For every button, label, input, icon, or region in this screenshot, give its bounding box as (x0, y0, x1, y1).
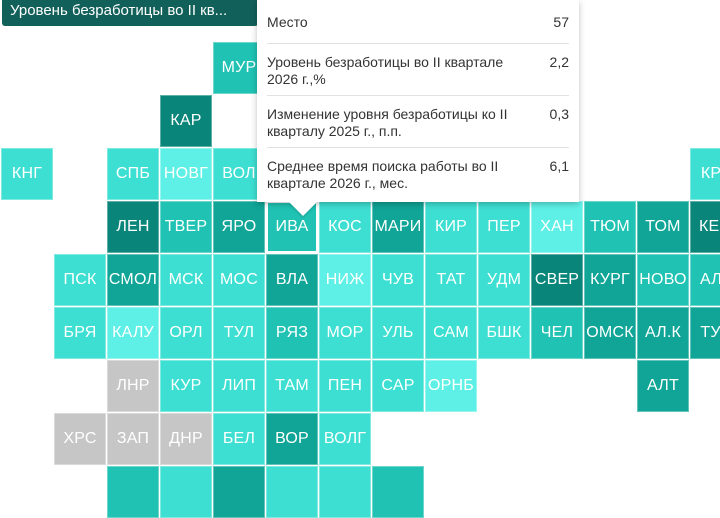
region-tile[interactable]: ЛЕН (107, 201, 159, 253)
region-tile[interactable]: КЕМ (690, 201, 720, 253)
region-tile[interactable]: БРЯ (54, 307, 106, 359)
region-tile[interactable] (266, 466, 318, 518)
region-tile[interactable]: СПБ (107, 148, 159, 200)
region-tile[interactable] (213, 466, 265, 518)
region-tile[interactable]: ОМСК (584, 307, 636, 359)
region-tile[interactable]: ЧЕЛ (531, 307, 583, 359)
region-tile[interactable]: КИР (425, 201, 477, 253)
region-tile[interactable]: ХАН (531, 201, 583, 253)
region-tile[interactable]: РЯЗ (266, 307, 318, 359)
region-tile[interactable] (372, 466, 424, 518)
region-tile[interactable]: КУР (160, 360, 212, 412)
tooltip-value: 0,3 (549, 106, 569, 122)
region-tile[interactable]: ВЛА (266, 254, 318, 306)
tooltip-value: 6,1 (549, 158, 569, 174)
region-tile[interactable]: ТОМ (637, 201, 689, 253)
tooltip-label: Среднее время поиска работы во II кварта… (267, 158, 499, 191)
region-tile[interactable]: КУРГ (584, 254, 636, 306)
region-tile[interactable]: НОВГ (160, 148, 212, 200)
tooltip-row-unemployment: Уровень безработицы во II квартале 2026 … (267, 44, 569, 96)
region-tile[interactable]: ДНР (160, 413, 212, 465)
region-tile[interactable]: КРА (690, 148, 720, 200)
tooltip-row-search-time: Среднее время поиска работы во II кварта… (267, 148, 569, 200)
region-tile[interactable]: АЛТ (690, 254, 720, 306)
region-tile[interactable]: БЕЛ (213, 413, 265, 465)
tooltip-row-rank: Место 57 (267, 0, 569, 44)
region-tile[interactable]: МОР (319, 307, 371, 359)
region-tile[interactable]: МСК (160, 254, 212, 306)
region-tile[interactable]: НИЖ (319, 254, 371, 306)
region-tile[interactable]: САР (372, 360, 424, 412)
tile-map: МУРКАРКНГСПБНОВГВОЛКРАЛЕНТВЕРЯРОИВАКОСМА… (1, 42, 720, 518)
region-tile[interactable]: КОС (319, 201, 371, 253)
map-title: Уровень безработицы во II кв... (2, 0, 258, 26)
region-tile[interactable]: ЛНР (107, 360, 159, 412)
region-tile[interactable]: МОС (213, 254, 265, 306)
region-tile[interactable]: ЯРО (213, 201, 265, 253)
region-tile[interactable]: КНГ (1, 148, 53, 200)
tooltip-value: 2,2 (549, 54, 569, 70)
region-tile[interactable]: ПЕР (478, 201, 530, 253)
region-tile[interactable]: УДМ (478, 254, 530, 306)
region-tile[interactable]: ПСК (54, 254, 106, 306)
region-tile[interactable]: ТВЕР (160, 201, 212, 253)
region-tooltip: Место 57 Уровень безработицы во II кварт… (257, 0, 579, 202)
region-tile[interactable]: ОРНБ (425, 360, 477, 412)
tooltip-label: Изменение уровня безработицы ко II кварт… (267, 106, 508, 139)
tooltip-row-change: Изменение уровня безработицы ко II кварт… (267, 96, 569, 148)
region-tile[interactable] (319, 466, 371, 518)
region-tile[interactable]: ТУВ (690, 307, 720, 359)
region-tile[interactable]: ЛИП (213, 360, 265, 412)
tooltip-value: 57 (553, 14, 569, 30)
region-tile[interactable]: ОРЛ (160, 307, 212, 359)
region-tile[interactable]: ВОЛГ (319, 413, 371, 465)
tooltip-label: Уровень безработицы во II квартале 2026 … (267, 54, 504, 87)
region-tile[interactable]: АЛТ (637, 360, 689, 412)
region-tile[interactable]: ТЮМ (584, 201, 636, 253)
region-tile[interactable]: ВОР (266, 413, 318, 465)
region-tile[interactable]: ПЕН (319, 360, 371, 412)
tooltip-label: Место (267, 14, 308, 30)
region-tile[interactable] (107, 466, 159, 518)
region-tile[interactable]: ТАМ (266, 360, 318, 412)
region-tile[interactable]: БШК (478, 307, 530, 359)
region-tile[interactable]: КАЛУ (107, 307, 159, 359)
region-tile[interactable]: СВЕР (531, 254, 583, 306)
region-tile[interactable]: ЗАП (107, 413, 159, 465)
region-tile[interactable] (160, 466, 212, 518)
region-tile[interactable]: КАР (160, 95, 212, 147)
region-tile[interactable]: ХРС (54, 413, 106, 465)
region-tile[interactable]: ТАТ (425, 254, 477, 306)
region-tile[interactable]: МАРИ (372, 201, 424, 253)
region-tile[interactable]: УЛЬ (372, 307, 424, 359)
region-tile[interactable]: АЛ.К (637, 307, 689, 359)
region-tile[interactable]: ТУЛ (213, 307, 265, 359)
region-tile[interactable]: ЧУВ (372, 254, 424, 306)
region-tile[interactable]: СМОЛ (107, 254, 159, 306)
region-tile[interactable]: НОВО (637, 254, 689, 306)
region-tile[interactable]: САМ (425, 307, 477, 359)
